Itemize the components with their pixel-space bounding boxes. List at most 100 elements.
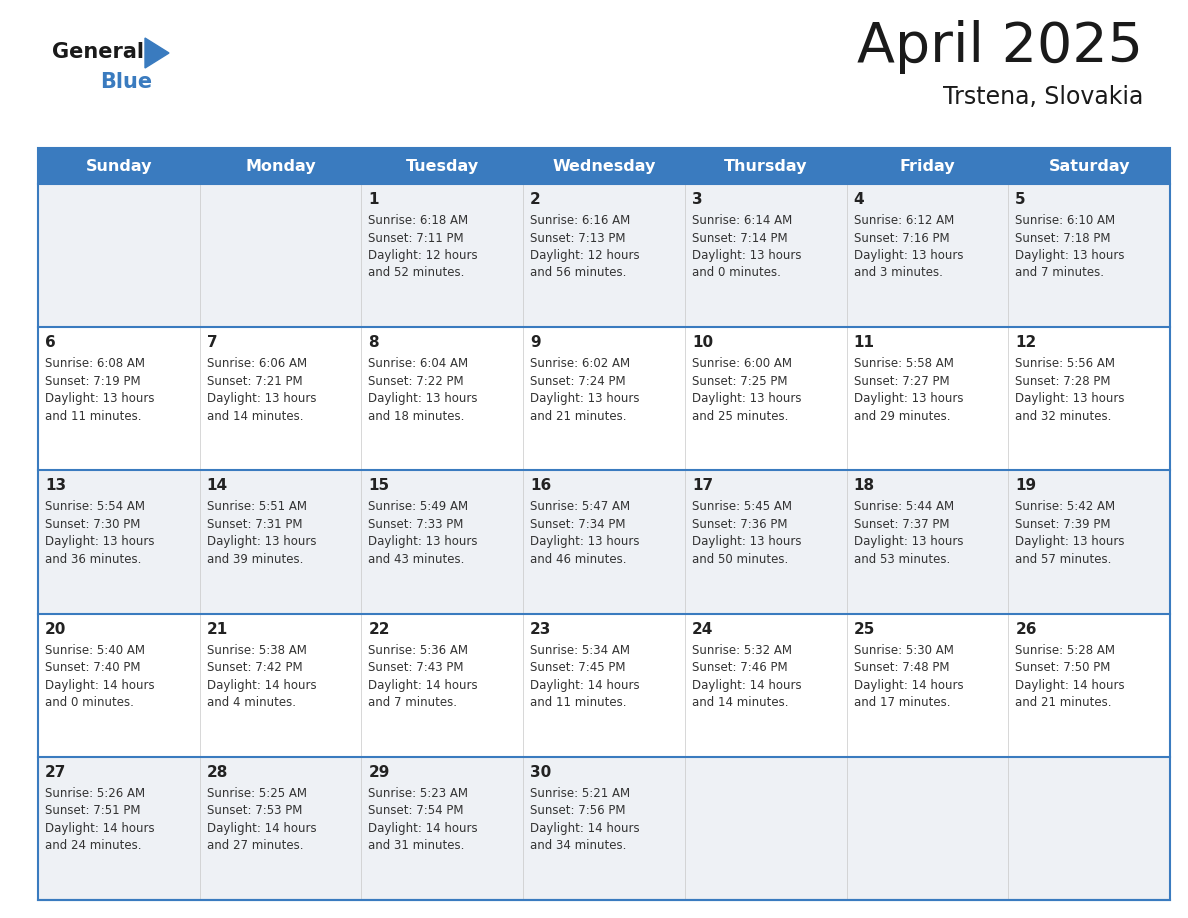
Text: and 50 minutes.: and 50 minutes. bbox=[691, 553, 788, 565]
Text: and 39 minutes.: and 39 minutes. bbox=[207, 553, 303, 565]
Text: Sunrise: 5:23 AM: Sunrise: 5:23 AM bbox=[368, 787, 468, 800]
Text: and 21 minutes.: and 21 minutes. bbox=[530, 409, 626, 422]
Text: 9: 9 bbox=[530, 335, 541, 350]
Text: and 0 minutes.: and 0 minutes. bbox=[691, 266, 781, 279]
Text: Sunrise: 6:04 AM: Sunrise: 6:04 AM bbox=[368, 357, 468, 370]
Text: 30: 30 bbox=[530, 765, 551, 779]
Text: 20: 20 bbox=[45, 621, 67, 636]
Text: Sunrise: 5:42 AM: Sunrise: 5:42 AM bbox=[1016, 500, 1116, 513]
Text: Sunset: 7:16 PM: Sunset: 7:16 PM bbox=[853, 231, 949, 244]
Text: Daylight: 13 hours: Daylight: 13 hours bbox=[45, 535, 154, 548]
Text: 10: 10 bbox=[691, 335, 713, 350]
Text: Sunrise: 5:45 AM: Sunrise: 5:45 AM bbox=[691, 500, 792, 513]
Text: Daylight: 13 hours: Daylight: 13 hours bbox=[45, 392, 154, 405]
Text: and 27 minutes.: and 27 minutes. bbox=[207, 839, 303, 852]
Text: Sunset: 7:21 PM: Sunset: 7:21 PM bbox=[207, 375, 302, 387]
Text: Sunrise: 5:49 AM: Sunrise: 5:49 AM bbox=[368, 500, 468, 513]
Text: Daylight: 13 hours: Daylight: 13 hours bbox=[1016, 249, 1125, 262]
Text: 23: 23 bbox=[530, 621, 551, 636]
Text: 8: 8 bbox=[368, 335, 379, 350]
Text: 14: 14 bbox=[207, 478, 228, 493]
Text: Daylight: 12 hours: Daylight: 12 hours bbox=[368, 249, 478, 262]
Text: Sunrise: 6:16 AM: Sunrise: 6:16 AM bbox=[530, 214, 631, 227]
Text: Sunrise: 5:26 AM: Sunrise: 5:26 AM bbox=[45, 787, 145, 800]
Text: Sunrise: 5:28 AM: Sunrise: 5:28 AM bbox=[1016, 644, 1116, 656]
Text: 15: 15 bbox=[368, 478, 390, 493]
Text: Daylight: 13 hours: Daylight: 13 hours bbox=[530, 392, 639, 405]
Bar bbox=[38, 184, 1170, 327]
Text: 6: 6 bbox=[45, 335, 56, 350]
Text: 21: 21 bbox=[207, 621, 228, 636]
Text: 26: 26 bbox=[1016, 621, 1037, 636]
Text: Sunset: 7:34 PM: Sunset: 7:34 PM bbox=[530, 518, 626, 531]
Text: Sunrise: 6:12 AM: Sunrise: 6:12 AM bbox=[853, 214, 954, 227]
Text: 17: 17 bbox=[691, 478, 713, 493]
Text: Daylight: 14 hours: Daylight: 14 hours bbox=[207, 822, 316, 834]
Text: Sunset: 7:46 PM: Sunset: 7:46 PM bbox=[691, 661, 788, 674]
Text: Sunrise: 5:54 AM: Sunrise: 5:54 AM bbox=[45, 500, 145, 513]
Text: Sunset: 7:33 PM: Sunset: 7:33 PM bbox=[368, 518, 463, 531]
Text: Daylight: 14 hours: Daylight: 14 hours bbox=[368, 678, 478, 691]
Text: 25: 25 bbox=[853, 621, 874, 636]
Text: 19: 19 bbox=[1016, 478, 1036, 493]
Text: and 32 minutes.: and 32 minutes. bbox=[1016, 409, 1112, 422]
Text: and 18 minutes.: and 18 minutes. bbox=[368, 409, 465, 422]
Text: Daylight: 12 hours: Daylight: 12 hours bbox=[530, 249, 640, 262]
Bar bbox=[38, 756, 1170, 900]
Text: Daylight: 13 hours: Daylight: 13 hours bbox=[691, 535, 802, 548]
Text: Sunrise: 5:40 AM: Sunrise: 5:40 AM bbox=[45, 644, 145, 656]
Text: Sunrise: 6:14 AM: Sunrise: 6:14 AM bbox=[691, 214, 792, 227]
Text: Daylight: 14 hours: Daylight: 14 hours bbox=[207, 678, 316, 691]
Text: 24: 24 bbox=[691, 621, 713, 636]
Text: 1: 1 bbox=[368, 192, 379, 207]
Text: Friday: Friday bbox=[899, 159, 955, 174]
Text: Daylight: 13 hours: Daylight: 13 hours bbox=[207, 392, 316, 405]
Text: Daylight: 14 hours: Daylight: 14 hours bbox=[530, 678, 640, 691]
Text: Wednesday: Wednesday bbox=[552, 159, 656, 174]
Text: Sunset: 7:36 PM: Sunset: 7:36 PM bbox=[691, 518, 788, 531]
Text: Daylight: 13 hours: Daylight: 13 hours bbox=[853, 392, 963, 405]
Text: and 11 minutes.: and 11 minutes. bbox=[530, 696, 626, 709]
Text: Sunset: 7:40 PM: Sunset: 7:40 PM bbox=[45, 661, 140, 674]
Text: Sunrise: 5:36 AM: Sunrise: 5:36 AM bbox=[368, 644, 468, 656]
Text: Sunrise: 6:18 AM: Sunrise: 6:18 AM bbox=[368, 214, 468, 227]
Text: and 21 minutes.: and 21 minutes. bbox=[1016, 696, 1112, 709]
Text: and 14 minutes.: and 14 minutes. bbox=[207, 409, 303, 422]
Text: and 25 minutes.: and 25 minutes. bbox=[691, 409, 788, 422]
Bar bbox=[38, 148, 1170, 900]
Text: Sunset: 7:50 PM: Sunset: 7:50 PM bbox=[1016, 661, 1111, 674]
Text: Sunday: Sunday bbox=[86, 159, 152, 174]
Text: and 31 minutes.: and 31 minutes. bbox=[368, 839, 465, 852]
Text: Daylight: 13 hours: Daylight: 13 hours bbox=[368, 392, 478, 405]
Text: 11: 11 bbox=[853, 335, 874, 350]
Bar bbox=[38, 327, 1170, 470]
Text: Daylight: 13 hours: Daylight: 13 hours bbox=[853, 249, 963, 262]
Text: Sunrise: 5:25 AM: Sunrise: 5:25 AM bbox=[207, 787, 307, 800]
Text: Sunrise: 5:51 AM: Sunrise: 5:51 AM bbox=[207, 500, 307, 513]
Text: Daylight: 13 hours: Daylight: 13 hours bbox=[1016, 535, 1125, 548]
Text: Daylight: 13 hours: Daylight: 13 hours bbox=[1016, 392, 1125, 405]
Text: 22: 22 bbox=[368, 621, 390, 636]
Text: and 43 minutes.: and 43 minutes. bbox=[368, 553, 465, 565]
Text: Sunset: 7:30 PM: Sunset: 7:30 PM bbox=[45, 518, 140, 531]
Text: and 7 minutes.: and 7 minutes. bbox=[1016, 266, 1105, 279]
Text: Daylight: 14 hours: Daylight: 14 hours bbox=[368, 822, 478, 834]
Text: Blue: Blue bbox=[100, 72, 152, 92]
Text: and 57 minutes.: and 57 minutes. bbox=[1016, 553, 1112, 565]
Text: Sunrise: 5:47 AM: Sunrise: 5:47 AM bbox=[530, 500, 631, 513]
Text: Sunrise: 5:32 AM: Sunrise: 5:32 AM bbox=[691, 644, 792, 656]
Text: Daylight: 14 hours: Daylight: 14 hours bbox=[853, 678, 963, 691]
Text: Sunset: 7:45 PM: Sunset: 7:45 PM bbox=[530, 661, 626, 674]
Text: Sunrise: 5:30 AM: Sunrise: 5:30 AM bbox=[853, 644, 954, 656]
Text: 16: 16 bbox=[530, 478, 551, 493]
Text: Sunset: 7:54 PM: Sunset: 7:54 PM bbox=[368, 804, 465, 817]
Text: and 3 minutes.: and 3 minutes. bbox=[853, 266, 942, 279]
Text: 3: 3 bbox=[691, 192, 702, 207]
Text: and 24 minutes.: and 24 minutes. bbox=[45, 839, 141, 852]
Text: Sunset: 7:39 PM: Sunset: 7:39 PM bbox=[1016, 518, 1111, 531]
Text: Sunset: 7:43 PM: Sunset: 7:43 PM bbox=[368, 661, 465, 674]
Text: Sunrise: 6:10 AM: Sunrise: 6:10 AM bbox=[1016, 214, 1116, 227]
Text: and 52 minutes.: and 52 minutes. bbox=[368, 266, 465, 279]
Text: Sunset: 7:28 PM: Sunset: 7:28 PM bbox=[1016, 375, 1111, 387]
Text: Sunrise: 5:38 AM: Sunrise: 5:38 AM bbox=[207, 644, 307, 656]
